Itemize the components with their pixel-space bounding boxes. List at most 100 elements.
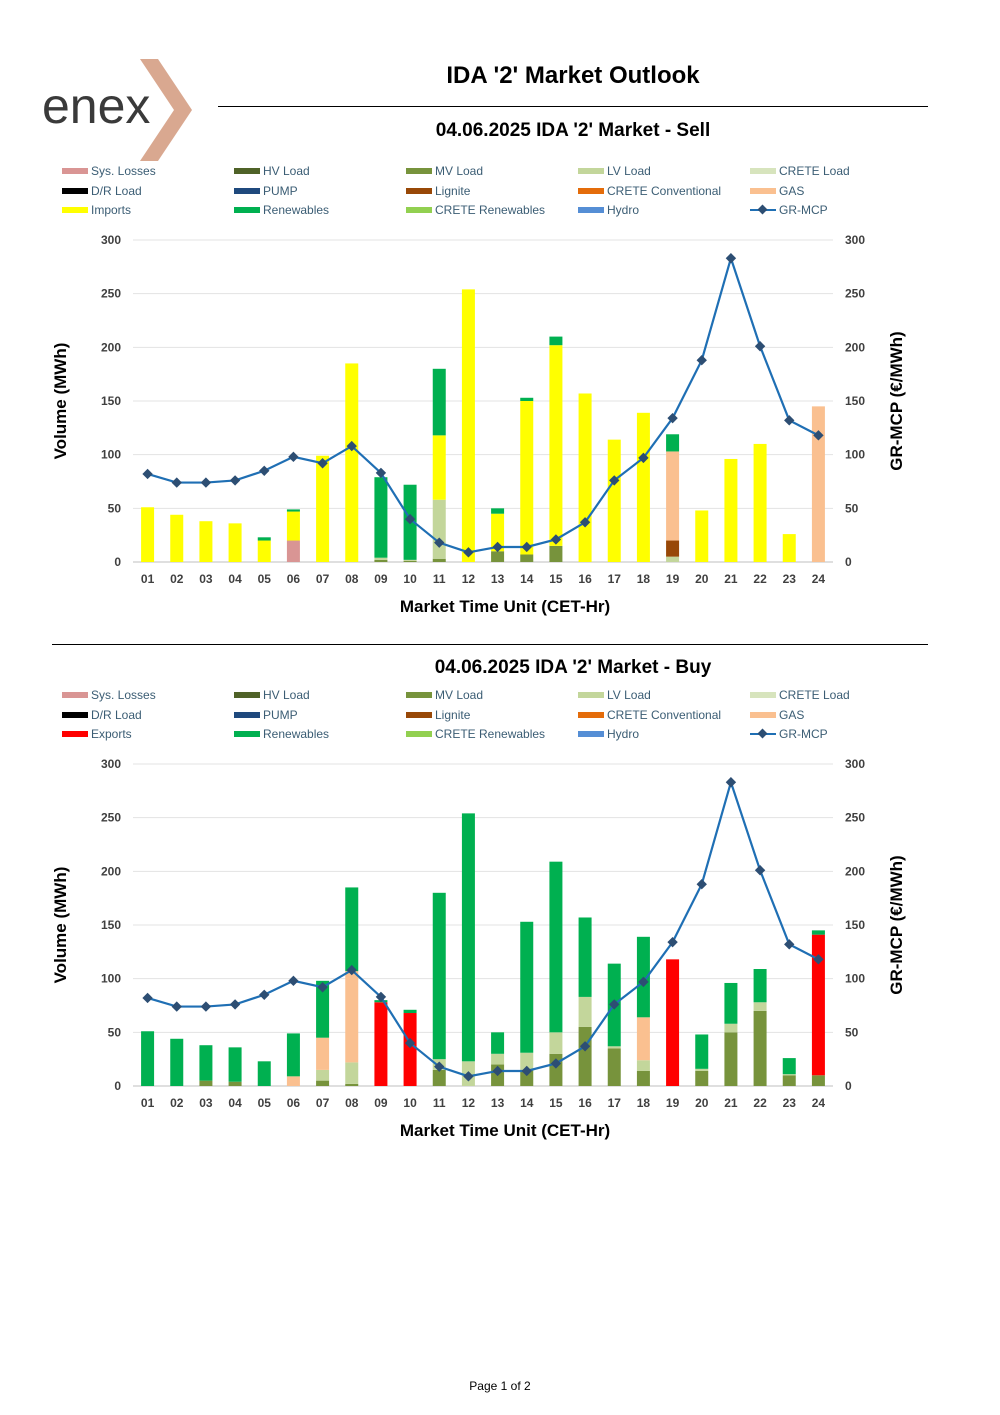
- gr-mcp-point-03: [200, 477, 212, 488]
- buy-chart-legend: Sys. Losses HV Load MV Load LV Load CRETE Lo…: [62, 688, 922, 748]
- bar-lv-load-21: [724, 1023, 738, 1033]
- y2-axis-label: GR-MCP (€/MWh): [887, 855, 906, 994]
- bar-mv-load-11: [432, 1069, 446, 1086]
- bar-lv-load-15: [549, 1032, 563, 1054]
- legend-label: CRETE Load: [779, 164, 850, 178]
- bar-imports-14: [520, 401, 534, 555]
- legend-swatch: [406, 711, 432, 718]
- legend-label: HV Load: [263, 164, 310, 178]
- bar-imports-01: [141, 507, 155, 562]
- y2-tick-label: 0: [845, 1079, 852, 1093]
- gr-mcp-point-20: [696, 355, 707, 366]
- title-divider: [218, 106, 928, 107]
- gr-mcp-point-10: [404, 513, 416, 525]
- bar-imports-13: [491, 513, 505, 552]
- gr-mcp-point-07: [317, 458, 328, 469]
- x-tick-label: 09: [374, 572, 388, 586]
- bar-renewables-04: [228, 1047, 242, 1082]
- bar-renewables-01: [141, 1031, 155, 1086]
- legend-item-crete-conventional: CRETE Conventional: [578, 708, 721, 722]
- gr-mcp-point-24: [813, 430, 824, 441]
- x-tick-label: 03: [199, 1096, 213, 1110]
- bar-imports-20: [695, 510, 709, 562]
- legend-swatch: [578, 731, 604, 737]
- bar-lv-load-20: [695, 1068, 709, 1071]
- bar-imports-18: [636, 412, 650, 562]
- x-tick-label: 20: [695, 572, 709, 586]
- legend-label: GAS: [779, 183, 805, 198]
- bar-renewables-07: [316, 980, 330, 1038]
- legend-label: CRETE Renewables: [435, 203, 546, 217]
- gr-mcp-point-04: [229, 999, 241, 1010]
- bar-mv-load-16: [578, 1026, 592, 1086]
- bar-mv-load-24: [811, 1075, 825, 1086]
- bar-gas-07: [316, 1037, 330, 1070]
- legend-item-gas: GAS: [750, 184, 804, 198]
- bar-lv-load-19: [666, 556, 680, 562]
- legend-item-crete-conventional: CRETE Conventional: [578, 184, 721, 198]
- x-tick-label: 05: [258, 572, 272, 586]
- legend-item-mv-load: MV Load: [406, 688, 483, 702]
- bar-renewables-15: [549, 861, 563, 1033]
- bar-imports-23: [782, 534, 796, 562]
- section-divider: [52, 644, 928, 645]
- legend-label: Renewables: [263, 727, 330, 741]
- gr-mcp-point-17: [609, 475, 620, 486]
- x-tick-label: 19: [666, 572, 680, 586]
- bar-imports-17: [607, 439, 621, 562]
- bar-mv-load-22: [753, 1010, 767, 1086]
- bar-mv-load-23: [782, 1075, 796, 1086]
- y-axis-label: Volume (MWh): [51, 343, 70, 460]
- legend-label: CRETE Load: [779, 688, 850, 702]
- bar-imports-04: [228, 523, 242, 562]
- legend-swatch: [234, 207, 260, 213]
- bar-mv-load-04: [228, 1081, 242, 1086]
- x-tick-label: 13: [491, 1096, 505, 1110]
- bar-imports-15: [549, 345, 563, 546]
- x-tick-label: 20: [695, 1096, 709, 1110]
- x-tick-label: 14: [520, 572, 534, 586]
- gr-mcp-point-22: [754, 341, 766, 352]
- x-tick-label: 10: [403, 572, 417, 586]
- x-tick-label: 14: [520, 1096, 534, 1110]
- legend-label: Sys. Losses: [91, 164, 156, 178]
- bar-imports-12: [461, 289, 475, 562]
- y2-tick-label: 300: [845, 233, 865, 247]
- bar-imports-02: [170, 514, 184, 562]
- x-tick-label: 06: [287, 1096, 301, 1110]
- y-tick-label: 50: [108, 501, 122, 515]
- bar-gas-18: [636, 1017, 650, 1061]
- legend-item-crete-load: CRETE Load: [750, 688, 850, 702]
- legend-item-hv-load: HV Load: [234, 688, 310, 702]
- bar-renewables-21: [724, 982, 738, 1024]
- y-tick-label: 150: [101, 918, 121, 932]
- bar-imports-11: [432, 435, 446, 500]
- x-tick-label: 21: [724, 572, 738, 586]
- y-tick-label: 0: [114, 555, 121, 569]
- y-axis-label: Volume (MWh): [51, 867, 70, 984]
- bar-renewables-24: [811, 930, 825, 935]
- bar-sys-losses-06: [286, 540, 300, 562]
- legend-label: D/R Load: [91, 183, 142, 198]
- bar-gas-19: [666, 451, 680, 541]
- gr-mcp-line: [147, 254, 819, 554]
- x-axis-label: Market Time Unit (CET-Hr): [400, 597, 610, 616]
- x-tick-label: 19: [666, 1096, 680, 1110]
- bar-renewables-11: [432, 368, 446, 436]
- gr-mcp-point-01: [142, 992, 153, 1004]
- bar-renewables-08: [345, 887, 359, 972]
- bar-lv-load-14: [520, 1052, 534, 1070]
- legend-item-lv-load: LV Load: [578, 164, 651, 178]
- x-tick-label: 02: [170, 572, 184, 586]
- x-tick-label: 08: [345, 572, 359, 586]
- gr-mcp-point-08: [346, 440, 357, 452]
- legend-item-mv-load: MV Load: [406, 164, 483, 178]
- gr-mcp-point-06: [288, 451, 299, 463]
- x-tick-label: 17: [608, 572, 622, 586]
- x-tick-label: 22: [753, 1096, 767, 1110]
- legend-swatch: [578, 207, 604, 213]
- legend-item-sys-losses: Sys. Losses: [62, 688, 156, 702]
- legend-item-crete-renewables: CRETE Renewables: [406, 203, 545, 217]
- legend-item-hv-load: HV Load: [234, 164, 310, 178]
- legend-label: Lignite: [435, 707, 471, 722]
